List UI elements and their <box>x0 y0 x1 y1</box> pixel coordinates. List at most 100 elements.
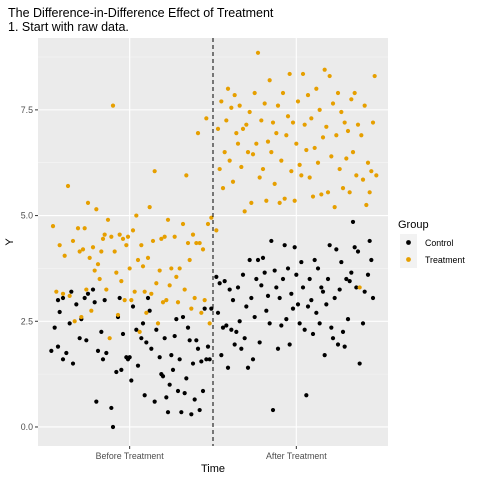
data-point <box>99 329 104 334</box>
data-point <box>195 346 201 351</box>
data-point <box>325 276 331 282</box>
data-point <box>147 308 152 313</box>
data-point <box>109 405 114 411</box>
data-point <box>232 342 237 347</box>
data-point <box>120 331 126 337</box>
data-point <box>150 238 156 244</box>
y-axis-title: Y <box>4 238 16 246</box>
data-point <box>114 369 119 375</box>
data-point <box>84 338 89 343</box>
data-point <box>67 293 72 299</box>
data-point <box>190 232 196 237</box>
data-point <box>300 285 306 290</box>
data-point <box>337 287 342 292</box>
data-point <box>82 295 87 301</box>
data-point <box>50 224 56 229</box>
data-point <box>55 344 61 349</box>
data-point <box>157 268 162 273</box>
data-point <box>339 259 344 265</box>
data-point <box>220 185 226 191</box>
data-point <box>97 276 102 282</box>
data-point <box>104 287 109 292</box>
data-point <box>267 78 272 83</box>
data-point <box>189 306 194 311</box>
series-treatment <box>50 50 379 341</box>
data-point <box>184 376 189 381</box>
data-point <box>55 298 61 303</box>
data-point <box>92 268 97 273</box>
data-point <box>370 295 376 301</box>
data-point <box>347 190 352 195</box>
data-point <box>227 287 232 292</box>
data-point <box>335 90 341 96</box>
data-point <box>270 407 276 413</box>
data-point <box>330 101 336 106</box>
data-point <box>244 122 249 127</box>
data-point <box>85 200 91 205</box>
y-tick-label: 7.5 <box>21 105 33 115</box>
data-point <box>129 378 134 383</box>
chart-subtitle: 1. Start with raw data. <box>8 20 129 34</box>
data-point <box>112 249 117 254</box>
data-point <box>52 325 57 330</box>
data-point <box>259 283 264 288</box>
data-point <box>60 357 66 362</box>
data-point <box>95 348 101 353</box>
data-point <box>90 287 96 292</box>
data-point <box>345 317 351 322</box>
x-axis-ticks: Before Treatment After Treatment <box>96 446 327 461</box>
data-point <box>319 285 324 290</box>
data-point <box>344 276 349 282</box>
data-point <box>177 357 182 362</box>
data-point <box>84 287 89 292</box>
data-point <box>304 393 309 398</box>
data-point <box>119 279 124 284</box>
data-point <box>142 393 147 398</box>
data-point <box>185 325 191 330</box>
data-point <box>364 202 369 208</box>
data-point <box>237 103 242 108</box>
data-point <box>204 357 209 362</box>
data-point <box>370 120 376 125</box>
data-point <box>224 118 229 123</box>
data-point <box>257 340 262 345</box>
legend: Group Control Treatment <box>398 219 465 268</box>
data-point <box>322 67 327 72</box>
data-points <box>49 50 379 430</box>
data-point <box>314 86 319 91</box>
data-point <box>369 169 374 174</box>
data-point <box>149 291 154 296</box>
data-point <box>244 304 249 309</box>
data-point <box>257 175 262 180</box>
data-point <box>354 285 359 290</box>
data-point <box>329 154 334 159</box>
data-point <box>245 150 251 155</box>
data-point <box>147 205 152 210</box>
data-point <box>299 259 304 265</box>
data-point <box>82 226 87 231</box>
data-point <box>65 183 71 189</box>
data-point <box>365 160 371 165</box>
data-point <box>89 308 94 313</box>
data-point <box>329 325 334 330</box>
data-point <box>267 321 272 326</box>
data-point <box>235 285 241 290</box>
data-point <box>174 274 179 279</box>
x-tick-label: After Treatment <box>266 451 327 461</box>
data-point <box>265 293 271 299</box>
data-point <box>144 340 149 345</box>
data-point <box>274 285 279 290</box>
data-point <box>237 319 242 324</box>
data-point <box>130 228 136 233</box>
data-point <box>134 213 139 218</box>
data-point <box>192 397 197 402</box>
data-point <box>72 319 77 324</box>
data-point <box>277 295 282 301</box>
data-point <box>140 264 146 269</box>
data-point <box>214 228 219 233</box>
data-point <box>115 312 121 318</box>
data-point <box>297 162 302 167</box>
data-point <box>310 331 316 337</box>
data-point <box>217 166 222 172</box>
